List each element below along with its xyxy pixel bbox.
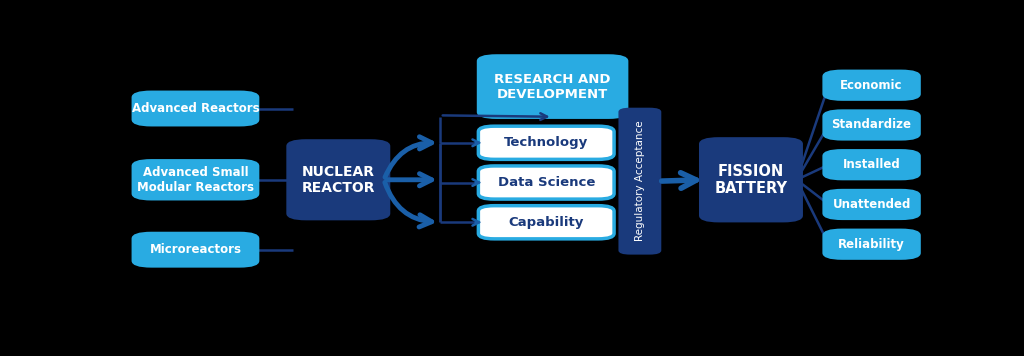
Text: Advanced Reactors: Advanced Reactors: [132, 102, 259, 115]
FancyBboxPatch shape: [131, 159, 259, 200]
FancyBboxPatch shape: [287, 139, 390, 220]
Text: FISSION
BATTERY: FISSION BATTERY: [715, 163, 787, 196]
Text: RESEARCH AND
DEVELOPMENT: RESEARCH AND DEVELOPMENT: [495, 73, 611, 101]
FancyBboxPatch shape: [131, 232, 259, 268]
FancyBboxPatch shape: [822, 229, 921, 260]
FancyBboxPatch shape: [699, 137, 803, 222]
Text: Microreactors: Microreactors: [150, 243, 242, 256]
Text: Standardize: Standardize: [831, 119, 911, 131]
FancyBboxPatch shape: [131, 90, 259, 126]
FancyBboxPatch shape: [478, 166, 614, 199]
FancyBboxPatch shape: [478, 126, 614, 159]
FancyBboxPatch shape: [822, 149, 921, 180]
Text: Reliability: Reliability: [839, 238, 905, 251]
FancyBboxPatch shape: [478, 206, 614, 239]
Text: Installed: Installed: [843, 158, 900, 171]
Text: NUCLEAR
REACTOR: NUCLEAR REACTOR: [301, 165, 375, 195]
Text: Data Science: Data Science: [498, 176, 595, 189]
FancyBboxPatch shape: [822, 109, 921, 141]
FancyBboxPatch shape: [618, 108, 662, 255]
FancyBboxPatch shape: [477, 54, 629, 119]
Text: Unattended: Unattended: [833, 198, 910, 211]
Text: Advanced Small
Modular Reactors: Advanced Small Modular Reactors: [137, 166, 254, 194]
FancyBboxPatch shape: [822, 69, 921, 101]
FancyBboxPatch shape: [822, 189, 921, 220]
Text: Technology: Technology: [504, 136, 589, 149]
Text: Regulatory Acceptance: Regulatory Acceptance: [635, 121, 645, 241]
Text: Capability: Capability: [509, 216, 584, 229]
Text: Economic: Economic: [841, 79, 903, 92]
